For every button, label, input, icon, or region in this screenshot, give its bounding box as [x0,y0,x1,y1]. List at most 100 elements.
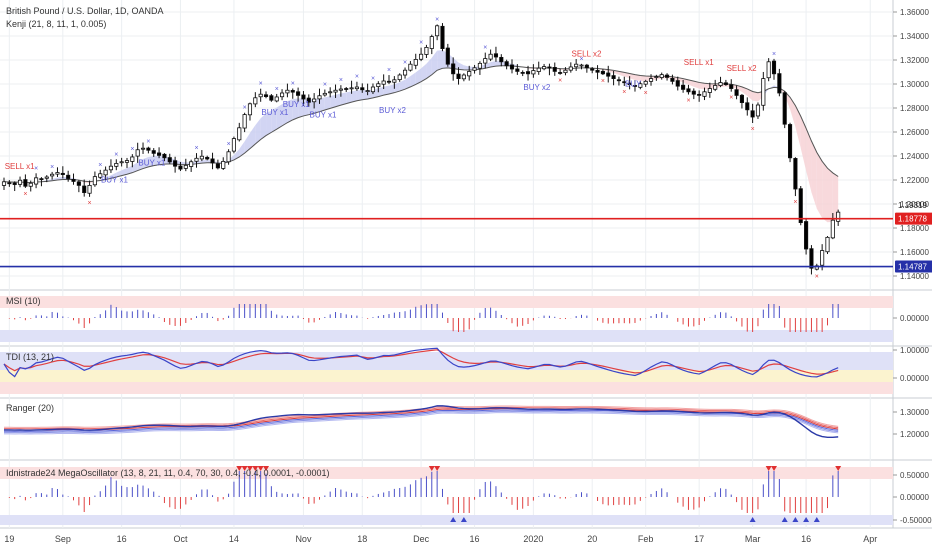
tdi-tick-label: 0.00000 [900,374,929,383]
kenji-band-segment [816,152,823,218]
x-tick-label: Feb [638,534,654,544]
kenji-band-segment [688,79,694,87]
kenji-band-segment [153,156,160,166]
candle [558,72,563,74]
x-tick-label: 20 [587,534,597,544]
grid [0,0,932,529]
red-line-price-label-box [895,212,932,225]
kenji-band-segment [822,161,828,223]
candle [301,94,306,100]
x-tick-label: Dec [413,534,430,544]
buy-marker: × [339,77,343,84]
ranger-label: Ranger (20) [6,403,54,413]
sell-marker: × [88,200,92,207]
kenji-band-segment [490,61,496,67]
candle [718,82,723,86]
candle [584,64,589,69]
candle [162,153,167,159]
candle [50,173,55,177]
tdi-middle-zone [0,370,893,382]
kenji-band-segment [378,86,384,97]
x-tick-label: Sep [55,534,71,544]
mega-upper-zone [0,467,893,479]
kenji-band-segment [629,73,635,81]
kenji-band-segment [260,113,267,140]
candle [429,36,434,49]
candle [611,75,616,79]
candle [675,80,680,87]
kenji-band-segment [495,61,502,67]
candle [413,59,418,66]
kenji-band-segment [389,84,395,94]
candle [386,80,392,83]
candle [210,158,215,164]
kenji-band-segment [410,72,416,87]
kenji-band-segment [800,116,807,171]
candle [199,155,204,160]
ranger-pane: 1.30000 1.20000 [3,405,929,439]
kenji-band-segment [827,168,833,223]
candle [761,78,766,106]
candle [798,188,803,224]
chart-title: British Pound / U.S. Dollar, 1D, OANDA [6,6,164,16]
candle [12,182,17,185]
x-tick-label: 19 [4,534,14,544]
mega-top-arrow [771,466,778,471]
sell-marker: × [558,78,562,85]
candle [328,91,333,94]
kenji-band-segment [239,141,245,157]
kenji-band-segment [640,75,646,81]
mega-top-arrow [257,466,264,471]
tdi-label: TDI (13, 21) [6,352,54,362]
candle [616,79,621,82]
candle [755,104,761,117]
kenji-band-segment [292,98,299,120]
x-tick-label: Nov [295,534,312,544]
y-tick-label: 1.16000 [900,248,929,257]
kenji-band-segment [330,94,336,109]
kenji-band-segment [405,76,411,90]
candle [392,79,397,83]
blue-line-price-label-box [895,260,932,273]
candle [574,63,579,68]
sell-marker: × [751,126,755,133]
buy-marker: × [243,105,247,112]
candle [590,68,595,71]
buy-marker: × [371,75,375,82]
buy-marker: × [483,45,487,52]
candle [135,149,140,157]
candle [146,147,151,151]
candle [269,95,274,101]
candle [178,165,183,170]
kenji-band-segment [340,92,347,106]
candle [777,73,782,94]
x-tick-label: 17 [694,534,704,544]
candle [247,103,253,116]
buy-marker: × [772,51,776,58]
kenji-band-segment [811,141,817,209]
x-tick-label: 2020 [523,534,543,544]
candle [745,102,750,111]
y-tick-label: 1.28000 [900,104,929,113]
candle [542,66,547,70]
time-axis: 19 Sep 16 Oct 14 Nov 18 Dec 16 2020 20 Feb 17 Mar 16 Ap… [4,534,877,544]
y-tick-label: 1.22000 [900,176,929,185]
candle [215,163,220,169]
x-tick-label: 16 [470,534,480,544]
candle [71,178,76,182]
candle [632,85,638,87]
kenji-band-segment [201,159,208,164]
buy-marker: × [580,56,584,63]
candle [531,70,536,75]
buy-marker: × [435,16,439,23]
candle [173,160,178,167]
candle [17,179,23,185]
candle [189,161,194,167]
candle [697,93,702,96]
buy-marker: × [419,40,423,47]
sell-marker: × [729,95,733,102]
last-price-label: 1.19319 [898,201,927,210]
candle [119,161,124,164]
kenji-band-segment [806,128,812,193]
